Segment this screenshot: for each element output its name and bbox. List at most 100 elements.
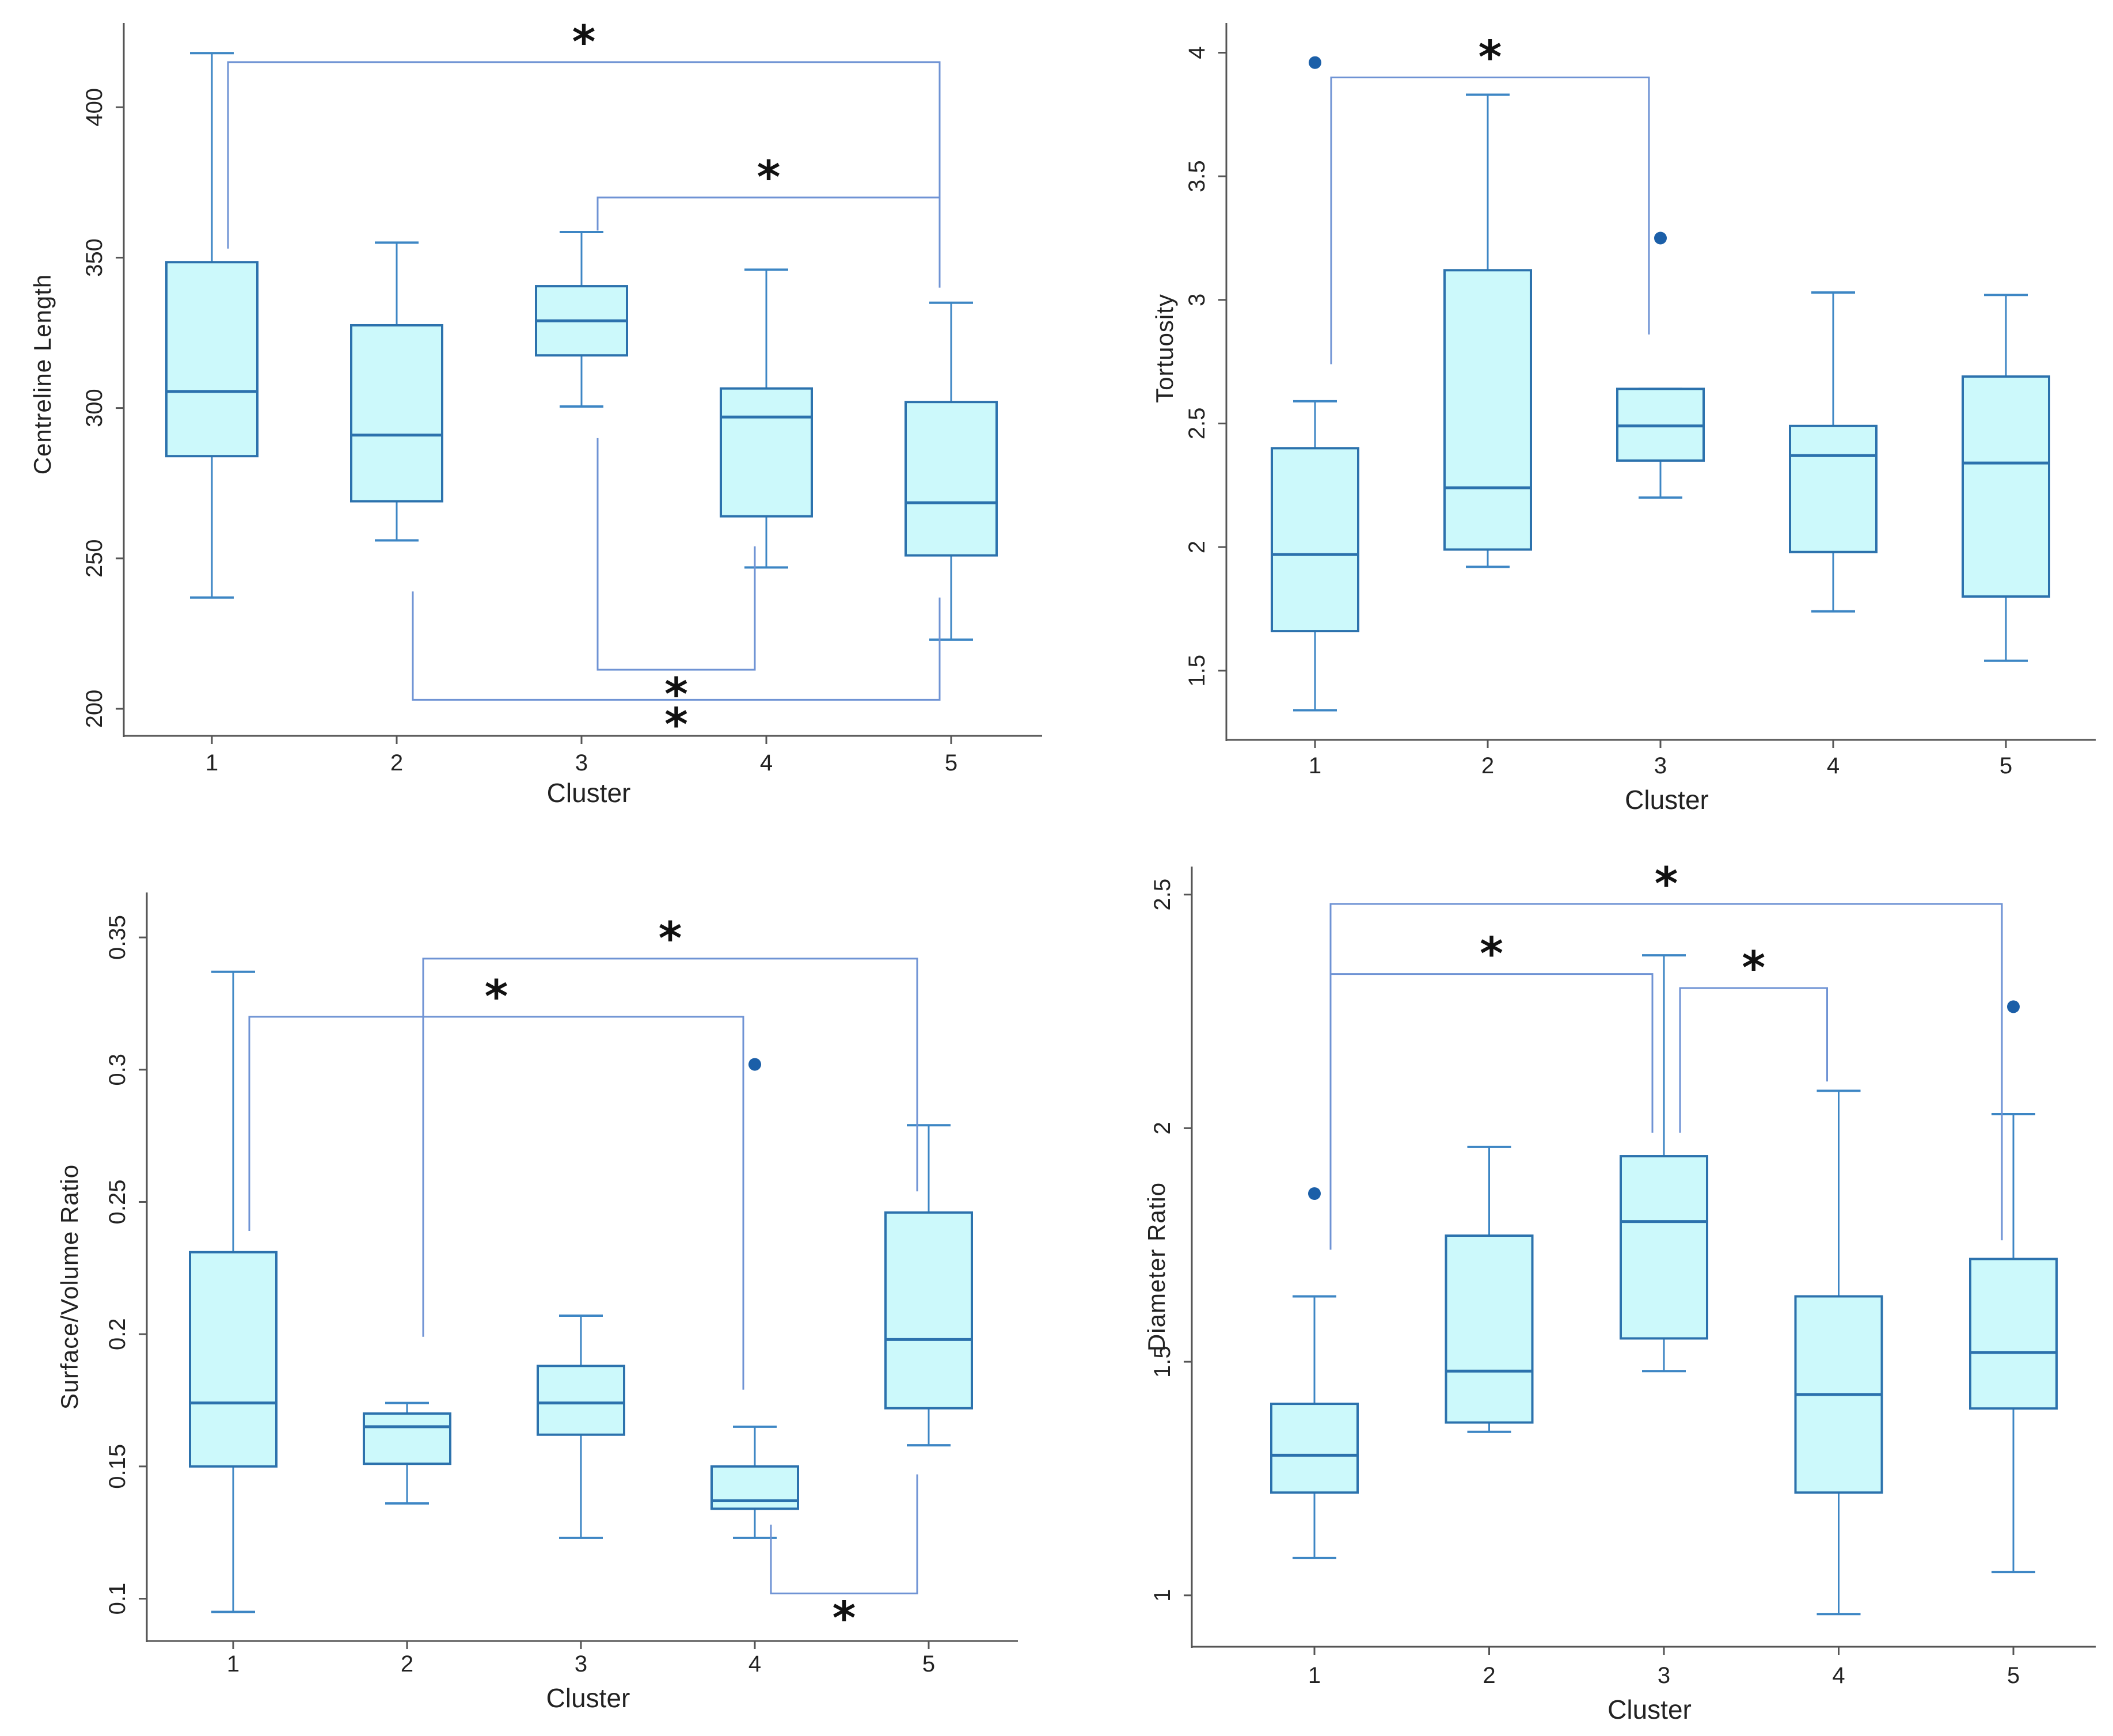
chart-panel-2: 1.5 2 2.5 3 3.5 4 1 2 3 4 5 Tortuosity Cluster *: [1151, 23, 2096, 815]
bracket-line: [770, 1474, 918, 1594]
box-cluster-3: [537, 1314, 625, 1539]
outlier-point: [2007, 1000, 2020, 1013]
y-tick-label: 2.5: [1150, 879, 1175, 911]
iqr-box: [1445, 1234, 1534, 1424]
box-cluster-1: [165, 52, 259, 599]
y-tick-label: 300: [82, 389, 107, 427]
box-cluster-5: [884, 1124, 973, 1447]
y-axis-title: Centreline Length: [29, 274, 56, 475]
x-tick-label: 5: [945, 750, 957, 776]
x-tick-label: 3: [1654, 753, 1667, 778]
significance-bracket: *: [422, 913, 918, 1337]
x-tick-label: 2: [1481, 753, 1494, 778]
y-tick-label: 0.35: [105, 915, 130, 960]
x-tick-label: 5: [2007, 1663, 2020, 1688]
y-tick-label: 0.3: [105, 1054, 130, 1086]
x-axis-title: Cluster: [546, 1683, 630, 1713]
significance-bracket: *: [596, 152, 941, 258]
y-tick-label: 400: [82, 88, 107, 127]
x-tick-label: 4: [748, 1651, 761, 1677]
x-tick-label: 2: [1483, 1663, 1495, 1688]
significance-star: *: [1655, 858, 1678, 910]
y-axis-title: Diameter Ratio: [1143, 1182, 1170, 1351]
y-tick-label: 0.15: [105, 1444, 130, 1489]
box-cluster-1: [1270, 1187, 1359, 1559]
outlier-point: [748, 1058, 761, 1071]
iqr-box: [1620, 1155, 1708, 1340]
significance-bracket: *: [248, 971, 744, 1390]
box-cluster-1: [1271, 56, 1359, 712]
x-tick-label: 4: [1827, 753, 1840, 778]
y-tick-label: 0.1: [105, 1583, 130, 1615]
x-tick-label: 4: [1832, 1663, 1845, 1688]
significance-star: *: [757, 152, 781, 204]
chart-panel-3: 0.1 0.15 0.2 0.25 0.3 0.35 1 2 3 4 5 Surface/Volume…: [56, 892, 1018, 1713]
iqr-box: [1969, 1258, 2058, 1410]
significance-star: *: [485, 971, 508, 1023]
x-tick-label: 5: [2000, 753, 2012, 778]
significance-bracket: *: [227, 17, 941, 288]
y-tick-label: 2: [1150, 1122, 1175, 1134]
significance-star: *: [664, 669, 688, 721]
significance-star: *: [833, 1593, 856, 1644]
x-tick-label: 1: [227, 1651, 240, 1677]
y-tick-label: 4: [1184, 46, 1210, 59]
significance-bracket: *: [1330, 32, 1650, 364]
iqr-box: [710, 1465, 799, 1510]
x-tick-label: 3: [575, 1651, 587, 1677]
x-axis-title: Cluster: [1607, 1695, 1692, 1724]
bracket-line: [412, 591, 941, 701]
box-cluster-3: [1620, 954, 1708, 1373]
significance-bracket: *: [1329, 929, 1654, 1250]
iqr-box: [189, 1251, 278, 1468]
y-tick-label: 0.2: [105, 1318, 130, 1350]
iqr-box: [1443, 269, 1532, 551]
iqr-box: [350, 324, 443, 503]
significance-star: *: [1479, 32, 1502, 83]
iqr-box: [884, 1211, 973, 1410]
y-axis-title: Tortuosity: [1151, 294, 1178, 403]
box-cluster-1: [189, 970, 278, 1613]
significance-star: *: [659, 913, 682, 965]
outlier-point: [1308, 1187, 1321, 1200]
box-cluster-2: [350, 241, 443, 542]
y-tick-label: 1: [1150, 1589, 1175, 1602]
bracket-line: [596, 196, 941, 258]
iqr-box: [363, 1412, 451, 1465]
box-cluster-3: [535, 231, 628, 408]
iqr-box: [1962, 375, 2050, 598]
outlier-point: [1309, 56, 1321, 69]
y-axis-title: Surface/Volume Ratio: [56, 1164, 83, 1410]
x-axis-title: Cluster: [1625, 785, 1709, 815]
y-tick-label: 3.5: [1184, 160, 1210, 192]
significance-star: *: [1742, 943, 1765, 994]
y-tick-label: 2: [1184, 541, 1210, 553]
x-tick-label: 1: [206, 750, 218, 776]
iqr-box: [1789, 424, 1878, 553]
bracket-line: [422, 958, 918, 1337]
iqr-box: [537, 1365, 625, 1436]
significance-bracket: *: [1679, 943, 1828, 1133]
box-cluster-2: [1443, 93, 1532, 568]
significance-bracket: *: [412, 591, 941, 751]
significance-bracket: *: [770, 1474, 918, 1644]
iqr-box: [165, 261, 259, 458]
box-cluster-2: [1445, 1145, 1534, 1433]
significance-star: *: [572, 17, 596, 69]
outlier-point: [1654, 231, 1667, 245]
x-tick-label: 3: [1658, 1663, 1670, 1688]
bracket-line: [1329, 973, 1654, 1250]
x-tick-label: 5: [922, 1651, 935, 1677]
box-cluster-4: [1789, 291, 1878, 613]
iqr-box: [905, 401, 998, 557]
box-cluster-5: [1969, 1000, 2058, 1574]
bracket-line: [248, 1016, 744, 1390]
x-tick-label: 3: [575, 750, 588, 776]
iqr-box: [1270, 1403, 1359, 1494]
y-tick-label: 350: [82, 238, 107, 277]
iqr-box: [1271, 447, 1359, 633]
significance-star: *: [1480, 929, 1503, 981]
bracket-line: [227, 61, 941, 288]
chart-panel-4: 1 1.5 2 2.5 1 2 3 4 5 Diameter Ratio Cluster * * *: [1143, 858, 2096, 1724]
x-tick-label: 2: [401, 1651, 413, 1677]
